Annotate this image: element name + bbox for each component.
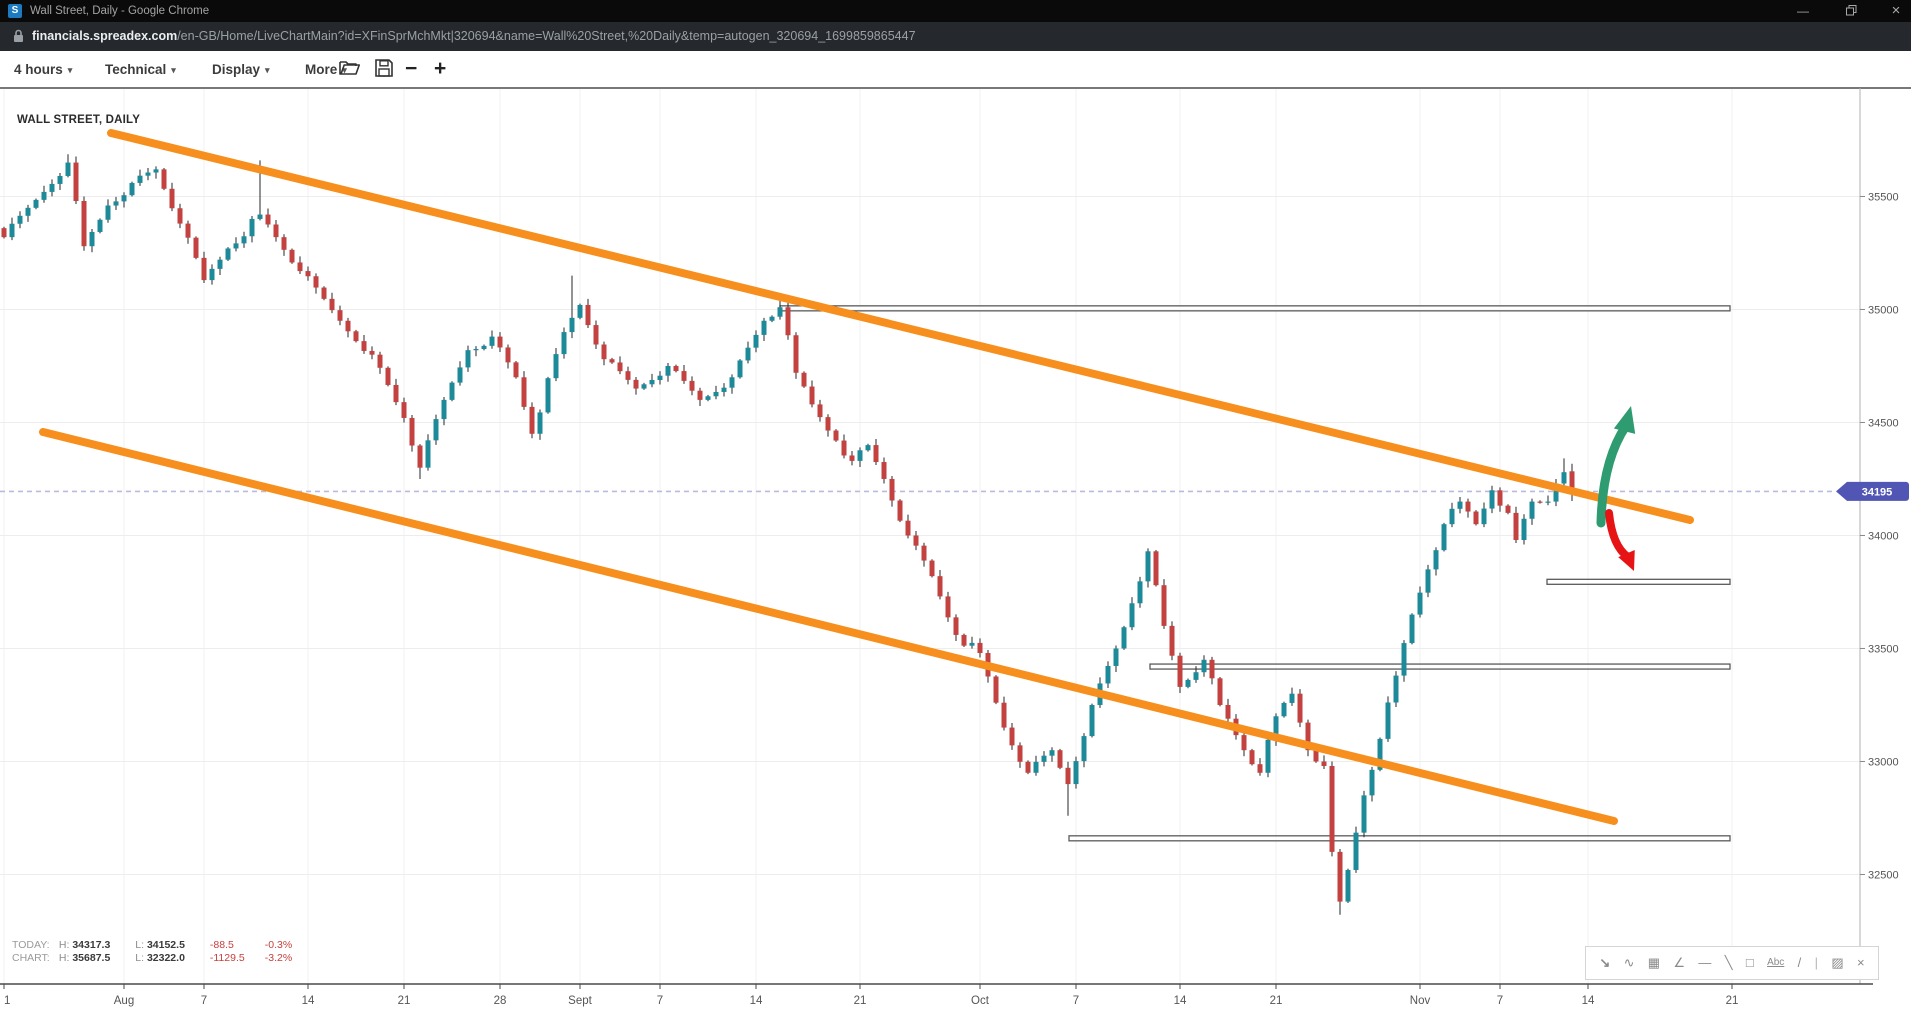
svg-text:33000: 33000 xyxy=(1868,756,1899,768)
svg-text:Sept: Sept xyxy=(568,995,592,1007)
svg-text:21: 21 xyxy=(1270,995,1283,1007)
svg-text:21: 21 xyxy=(1726,995,1739,1007)
chart-toolbar: 4 hours ▾ Technical ▾ Display ▾ More ▾ − + xyxy=(0,51,1911,88)
url-path: /en-GB/Home/LiveChartMain?id=XFinSprMchM… xyxy=(177,29,916,43)
diagonal-line-tool-icon[interactable]: / xyxy=(1797,955,1802,970)
svg-text:35500: 35500 xyxy=(1868,191,1899,203)
lock-icon xyxy=(14,29,23,42)
browser-address-bar: financials.spreadex.com/en-GB/Home/LiveC… xyxy=(0,22,1911,51)
spreadex-favicon: S xyxy=(8,4,22,18)
chart-legend: TODAY: H: 34317.3 L: 34152.5 -88.5 -0.3%… xyxy=(12,939,292,965)
level-line[interactable] xyxy=(1068,835,1731,842)
svg-text:14: 14 xyxy=(750,995,763,1007)
zoom-in-button[interactable]: + xyxy=(434,57,447,80)
display-dropdown[interactable]: Display ▾ xyxy=(212,62,270,77)
svg-text:28: 28 xyxy=(494,995,507,1007)
chart-change: -1129.5 xyxy=(209,952,245,964)
grid-tool-icon[interactable]: ▦ xyxy=(1647,955,1661,970)
svg-text:34500: 34500 xyxy=(1868,417,1899,429)
more-dropdown[interactable]: More ▾ xyxy=(305,62,347,77)
curve-tool-icon[interactable]: ∿ xyxy=(1623,955,1635,970)
current-price-badge: 34195 xyxy=(1836,481,1909,501)
chart-axes xyxy=(0,88,1873,985)
level-line[interactable] xyxy=(1149,663,1731,670)
svg-text:33500: 33500 xyxy=(1868,643,1899,655)
level-line[interactable] xyxy=(1546,578,1731,585)
chevron-down-icon: ▾ xyxy=(171,65,176,75)
toolbar-separator: | xyxy=(1814,955,1818,970)
chart-high: 35687.5 xyxy=(72,952,111,964)
chart-gridlines xyxy=(0,88,1860,984)
save-icon[interactable] xyxy=(374,58,398,82)
close-toolbar-icon[interactable]: × xyxy=(1856,955,1865,970)
restore-button[interactable] xyxy=(1836,0,1866,22)
pointer-arrow-icon[interactable]: ↘ xyxy=(1599,955,1611,970)
drawing-tools-toolbar: ↘ ∿ ▦ ∠ — ╲ □ Abc / | ▨ × xyxy=(1585,946,1879,980)
rectangle-tool-icon[interactable]: □ xyxy=(1745,955,1754,970)
level-line[interactable] xyxy=(779,305,1731,312)
channel-lower-line[interactable] xyxy=(39,428,1618,825)
chevron-down-icon: ▾ xyxy=(265,65,270,75)
svg-text:Aug: Aug xyxy=(114,995,134,1007)
svg-text:21: 21 xyxy=(398,995,411,1007)
svg-text:1: 1 xyxy=(4,995,10,1007)
support-resistance-levels[interactable] xyxy=(779,305,1731,842)
url-text[interactable]: financials.spreadex.com/en-GB/Home/LiveC… xyxy=(32,22,916,51)
svg-text:34195: 34195 xyxy=(1862,486,1893,498)
url-domain: financials.spreadex.com xyxy=(32,29,178,43)
svg-text:7: 7 xyxy=(201,995,207,1007)
minimize-button[interactable]: — xyxy=(1797,4,1809,18)
up-arrow-annotation[interactable] xyxy=(1596,406,1636,528)
y-axis-labels: 35500 35000 34500 34000 33500 33000 32500 xyxy=(1860,191,1899,881)
trend-channel[interactable] xyxy=(39,129,1694,825)
svg-text:21: 21 xyxy=(854,995,867,1007)
close-button[interactable]: × xyxy=(1891,2,1901,19)
technical-dropdown[interactable]: Technical ▾ xyxy=(105,62,176,77)
svg-text:35000: 35000 xyxy=(1868,304,1899,316)
chevron-down-icon: ▾ xyxy=(342,65,347,75)
chart-change-pct: -3.2% xyxy=(264,952,293,964)
text-tool-icon[interactable]: Abc xyxy=(1767,957,1785,968)
open-folder-icon[interactable] xyxy=(338,58,362,82)
today-high: 34317.3 xyxy=(72,939,111,951)
chart-low: 32322.0 xyxy=(146,952,185,964)
today-change: -88.5 xyxy=(209,939,234,951)
down-arrow-annotation[interactable] xyxy=(1605,509,1635,571)
svg-text:14: 14 xyxy=(302,995,315,1007)
channel-upper-line[interactable] xyxy=(107,129,1694,524)
svg-text:7: 7 xyxy=(1497,995,1503,1007)
zoom-out-button[interactable]: − xyxy=(405,57,418,80)
legend-today-row: TODAY: H: 34317.3 L: 34152.5 -88.5 -0.3% xyxy=(12,939,293,951)
candlestick-series xyxy=(1,154,1575,915)
chevron-down-icon: ▾ xyxy=(67,65,73,75)
fan-lines-tool-icon[interactable]: ∠ xyxy=(1673,955,1686,970)
trend-line-tool-icon[interactable]: ╲ xyxy=(1724,955,1733,970)
svg-text:14: 14 xyxy=(1174,995,1187,1007)
window-titlebar: S Wall Street, Daily - Google Chrome — × xyxy=(0,0,1911,22)
window-title: Wall Street, Daily - Google Chrome xyxy=(30,5,210,17)
chart-instrument-title: WALL STREET, DAILY xyxy=(17,114,141,126)
legend-chart-row: CHART: H: 35687.5 L: 32322.0 -1129.5 -3.… xyxy=(12,952,293,964)
horizontal-line-tool-icon[interactable]: — xyxy=(1698,955,1712,970)
svg-text:34000: 34000 xyxy=(1868,530,1899,542)
svg-text:7: 7 xyxy=(657,995,663,1007)
svg-text:32500: 32500 xyxy=(1868,869,1899,881)
ruler-tool-icon[interactable]: ▨ xyxy=(1831,955,1844,970)
period-dropdown[interactable]: 4 hours ▾ xyxy=(14,62,73,77)
today-change-pct: -0.3% xyxy=(264,939,293,951)
svg-text:Oct: Oct xyxy=(971,995,990,1007)
svg-text:7: 7 xyxy=(1073,995,1079,1007)
svg-text:14: 14 xyxy=(1582,995,1595,1007)
today-low: 34152.5 xyxy=(146,939,185,951)
x-axis-labels: 1 Aug 7 14 21 28 Sept 7 14 21 Oct 7 14 21 Nov 7 14 21 xyxy=(3,984,1739,1007)
svg-text:Nov: Nov xyxy=(1410,995,1431,1007)
